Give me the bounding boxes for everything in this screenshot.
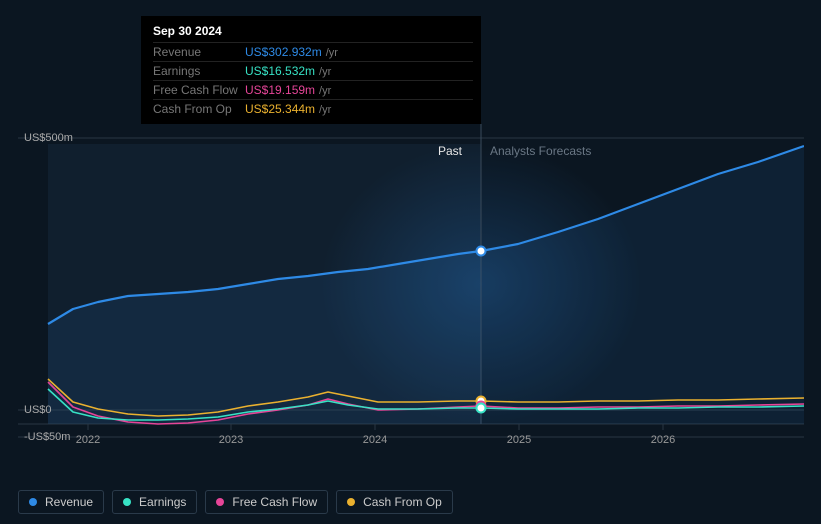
tooltip-row-suffix: /yr — [326, 47, 338, 59]
tooltip-row-label: Cash From Op — [153, 102, 245, 116]
x-axis-label: 2025 — [507, 434, 531, 446]
tooltip-row: EarningsUS$16.532m/yr — [153, 61, 473, 80]
section-label: Past — [438, 144, 462, 158]
y-axis-label: -US$50m — [24, 431, 70, 443]
earnings-revenue-chart: US$500mUS$0-US$50m 20222023202420252026 … — [18, 124, 804, 444]
tooltip-row-suffix: /yr — [319, 104, 331, 116]
x-axis-label: 2023 — [219, 434, 243, 446]
y-axis-label: US$0 — [24, 404, 52, 416]
tooltip-row-value: US$25.344m — [245, 102, 315, 116]
legend-label: Revenue — [45, 495, 93, 509]
legend-dot-icon — [29, 498, 37, 506]
legend-item-cash-from-op[interactable]: Cash From Op — [336, 490, 453, 514]
tooltip-row: Free Cash FlowUS$19.159m/yr — [153, 80, 473, 99]
tooltip-row: RevenueUS$302.932m/yr — [153, 42, 473, 61]
tooltip-row: Cash From OpUS$25.344m/yr — [153, 99, 473, 118]
tooltip-row-label: Free Cash Flow — [153, 83, 245, 97]
legend-dot-icon — [347, 498, 355, 506]
legend-label: Earnings — [139, 495, 186, 509]
legend-label: Cash From Op — [363, 495, 442, 509]
chart-tooltip: Sep 30 2024 RevenueUS$302.932m/yrEarning… — [141, 16, 481, 124]
tooltip-row-suffix: /yr — [319, 85, 331, 97]
tooltip-row-value: US$19.159m — [245, 83, 315, 97]
x-axis-label: 2022 — [76, 434, 100, 446]
chart-legend: Revenue Earnings Free Cash Flow Cash From O… — [18, 490, 453, 514]
tooltip-row-value: US$302.932m — [245, 45, 322, 59]
y-axis-label: US$500m — [24, 132, 73, 144]
tooltip-row-value: US$16.532m — [245, 64, 315, 78]
legend-dot-icon — [123, 498, 131, 506]
legend-item-revenue[interactable]: Revenue — [18, 490, 104, 514]
legend-dot-icon — [216, 498, 224, 506]
x-axis-label: 2026 — [651, 434, 675, 446]
x-axis-label: 2024 — [363, 434, 387, 446]
tooltip-row-label: Revenue — [153, 45, 245, 59]
tooltip-row-label: Earnings — [153, 64, 245, 78]
legend-label: Free Cash Flow — [232, 495, 317, 509]
legend-item-earnings[interactable]: Earnings — [112, 490, 197, 514]
legend-item-free-cash-flow[interactable]: Free Cash Flow — [205, 490, 328, 514]
tooltip-row-suffix: /yr — [319, 66, 331, 78]
tooltip-date: Sep 30 2024 — [153, 24, 469, 38]
section-label: Analysts Forecasts — [490, 144, 591, 158]
chart-svg — [18, 124, 804, 469]
